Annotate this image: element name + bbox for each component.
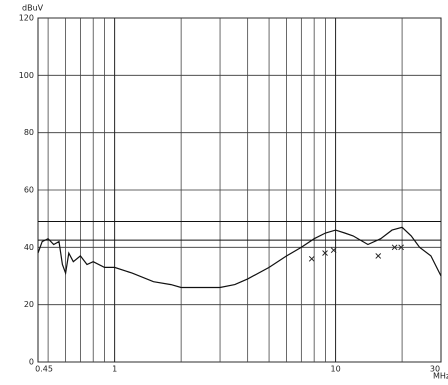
y-axis-label: dBuV bbox=[22, 4, 44, 13]
trace bbox=[37, 226, 442, 289]
marker bbox=[322, 250, 328, 256]
y-tick-label: 100 bbox=[19, 71, 34, 80]
marker bbox=[308, 255, 315, 262]
y-tick-label: 0 bbox=[29, 358, 34, 367]
y-tick-label: 60 bbox=[24, 186, 34, 195]
y-tick-label: 20 bbox=[24, 300, 34, 309]
marker bbox=[330, 247, 337, 254]
y-tick-label: 40 bbox=[24, 243, 34, 252]
y-tick-label: 120 bbox=[19, 14, 34, 23]
marker bbox=[375, 253, 382, 259]
x-tick-label: 10 bbox=[330, 365, 340, 374]
y-tick-label: 80 bbox=[24, 128, 34, 137]
x-tick-label: 0.45 bbox=[35, 365, 53, 374]
x-axis-label: MHz bbox=[433, 372, 448, 381]
x-tick-label: 30 bbox=[430, 365, 440, 374]
marker bbox=[398, 244, 404, 251]
x-tick-label: 1 bbox=[112, 365, 117, 374]
marker bbox=[391, 244, 398, 251]
